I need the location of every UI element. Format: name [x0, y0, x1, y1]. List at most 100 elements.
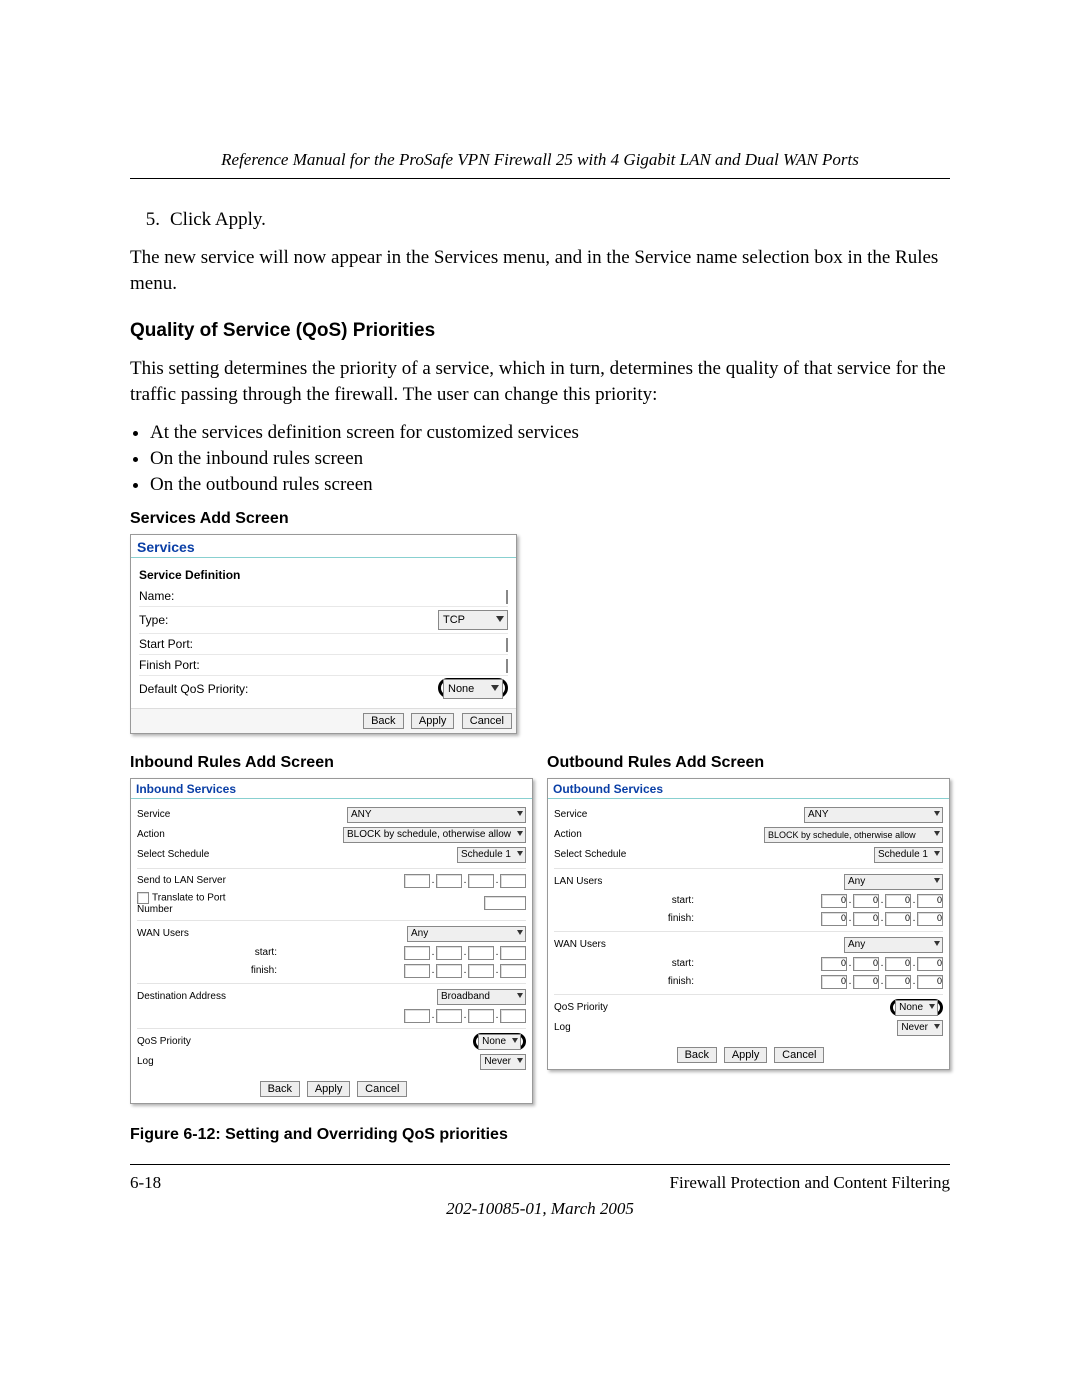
finish-port-input[interactable]: [506, 659, 508, 673]
ip-input[interactable]: [500, 946, 526, 960]
in-dest-label: Destination Address: [137, 991, 235, 1002]
start-port-input[interactable]: [506, 638, 508, 652]
paragraph-qos: This setting determines the priority of …: [130, 356, 950, 407]
ip-input[interactable]: 0: [821, 912, 847, 926]
services-panel: Services Service Definition Name: Type: …: [130, 534, 517, 734]
name-input[interactable]: [506, 590, 508, 604]
ip-input[interactable]: 0: [853, 912, 879, 926]
type-select[interactable]: TCP: [438, 610, 508, 630]
out-service-label: Service: [554, 809, 652, 820]
ip-input[interactable]: [500, 1009, 526, 1023]
outbound-heading: Outbound Rules Add Screen: [547, 754, 950, 772]
out-schedule-select[interactable]: Schedule 1: [874, 847, 943, 863]
ip-input[interactable]: 0: [885, 975, 911, 989]
outbound-panel: Outbound Services ServiceANY ActionBLOCK…: [547, 778, 950, 1070]
page-header: Reference Manual for the ProSafe VPN Fir…: [130, 150, 950, 179]
out-lan-label: LAN Users: [554, 876, 652, 887]
ip-input[interactable]: [436, 874, 462, 888]
out-qos-select[interactable]: None: [895, 1000, 938, 1016]
out-service-select[interactable]: ANY: [804, 807, 943, 823]
ip-input[interactable]: 0: [885, 894, 911, 908]
inbound-heading: Inbound Rules Add Screen: [130, 754, 533, 772]
ip-input[interactable]: [500, 874, 526, 888]
in-action-select[interactable]: BLOCK by schedule, otherwise allow: [343, 827, 526, 843]
out-finish1-label: finish:: [554, 913, 698, 924]
bullet-item: On the outbound rules screen: [150, 474, 950, 496]
ip-input[interactable]: [468, 874, 494, 888]
in-cancel-button[interactable]: Cancel: [357, 1081, 407, 1097]
step-number: 5.: [130, 209, 170, 231]
in-dest-select[interactable]: Broadband: [437, 989, 526, 1005]
out-start1-label: start:: [554, 895, 698, 906]
ip-input[interactable]: [404, 874, 430, 888]
ip-input[interactable]: [468, 1009, 494, 1023]
out-lan-select[interactable]: Any: [844, 874, 943, 890]
ip-input[interactable]: [436, 964, 462, 978]
panel-title: Services: [131, 535, 516, 558]
ip-input[interactable]: [468, 946, 494, 960]
in-qos-label: QoS Priority: [137, 1036, 235, 1047]
type-label: Type:: [139, 613, 438, 627]
ip-input[interactable]: 0: [885, 912, 911, 926]
start-port-label: Start Port:: [139, 637, 506, 651]
out-log-select[interactable]: Never: [897, 1020, 943, 1036]
in-start-label: start:: [137, 947, 281, 958]
bullet-list: At the services definition screen for cu…: [130, 422, 950, 496]
ip-input[interactable]: [404, 946, 430, 960]
out-schedule-label: Select Schedule: [554, 849, 652, 860]
ip-input[interactable]: 0: [917, 912, 943, 926]
out-action-select[interactable]: BLOCK by schedule, otherwise allow: [764, 827, 943, 843]
back-button[interactable]: Back: [363, 713, 403, 729]
out-qos-label: QoS Priority: [554, 1002, 652, 1013]
qos-label: Default QoS Priority:: [139, 682, 438, 696]
ip-input[interactable]: [404, 964, 430, 978]
ip-input[interactable]: 0: [821, 957, 847, 971]
bullet-item: On the inbound rules screen: [150, 448, 950, 470]
cancel-button[interactable]: Cancel: [462, 713, 512, 729]
services-add-heading: Services Add Screen: [130, 510, 950, 528]
in-qos-select[interactable]: None: [478, 1034, 521, 1050]
page-number: 6-18: [130, 1173, 161, 1193]
apply-button[interactable]: Apply: [411, 713, 455, 729]
in-sendto-label: Send to LAN Server: [137, 875, 235, 886]
in-schedule-select[interactable]: Schedule 1: [457, 847, 526, 863]
ip-input[interactable]: 0: [853, 957, 879, 971]
ip-input[interactable]: 0: [917, 894, 943, 908]
out-apply-button[interactable]: Apply: [724, 1047, 768, 1063]
inbound-title: Inbound Services: [131, 779, 532, 799]
ip-input[interactable]: [468, 964, 494, 978]
out-back-button[interactable]: Back: [677, 1047, 717, 1063]
in-schedule-label: Select Schedule: [137, 849, 235, 860]
in-log-select[interactable]: Never: [480, 1054, 526, 1070]
in-wan-select[interactable]: Any: [407, 926, 526, 942]
ip-input[interactable]: 0: [853, 975, 879, 989]
ip-input[interactable]: 0: [917, 975, 943, 989]
inbound-panel: Inbound Services ServiceANY ActionBLOCK …: [130, 778, 533, 1104]
translate-checkbox[interactable]: [137, 892, 149, 904]
ip-input[interactable]: [436, 946, 462, 960]
publication-id: 202-10085-01, March 2005: [130, 1199, 950, 1219]
ip-input[interactable]: 0: [821, 894, 847, 908]
section-label: Service Definition: [139, 568, 508, 582]
in-service-label: Service: [137, 809, 235, 820]
out-wan-select[interactable]: Any: [844, 937, 943, 953]
ip-input[interactable]: 0: [821, 975, 847, 989]
in-log-label: Log: [137, 1056, 235, 1067]
in-finish-label: finish:: [137, 965, 281, 976]
ip-input[interactable]: [436, 1009, 462, 1023]
port-input[interactable]: [484, 896, 526, 910]
out-cancel-button[interactable]: Cancel: [774, 1047, 824, 1063]
ip-input[interactable]: [500, 964, 526, 978]
ip-input[interactable]: 0: [917, 957, 943, 971]
in-apply-button[interactable]: Apply: [307, 1081, 351, 1097]
finish-port-label: Finish Port:: [139, 658, 506, 672]
in-back-button[interactable]: Back: [260, 1081, 300, 1097]
figure-caption: Figure 6-12: Setting and Overriding QoS …: [130, 1126, 950, 1144]
ip-input[interactable]: 0: [885, 957, 911, 971]
ip-input[interactable]: 0: [853, 894, 879, 908]
ip-input[interactable]: [404, 1009, 430, 1023]
qos-select[interactable]: None: [443, 679, 503, 699]
name-label: Name:: [139, 589, 506, 603]
paragraph-intro: The new service will now appear in the S…: [130, 245, 950, 296]
in-service-select[interactable]: ANY: [347, 807, 526, 823]
